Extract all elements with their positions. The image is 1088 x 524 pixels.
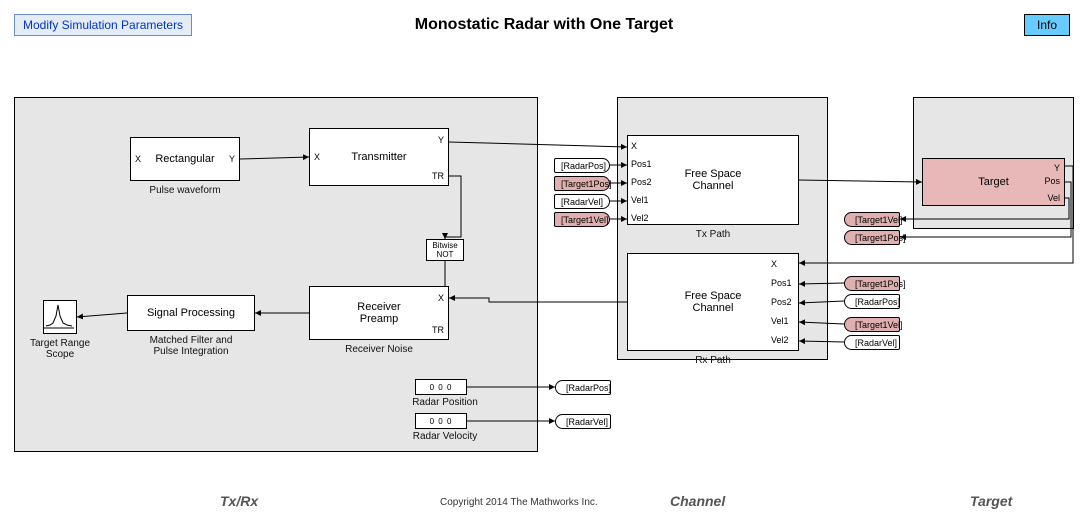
port-tr: TR: [432, 171, 444, 181]
port-y: Y: [229, 154, 235, 164]
port-pos1: Pos1: [631, 159, 652, 169]
tag-target1pos[interactable]: [Target1Pos]: [844, 230, 900, 245]
label-scope: Target Range Scope: [25, 338, 95, 360]
block-text: Transmitter: [351, 151, 406, 163]
block-signal-processing[interactable]: Signal Processing: [127, 295, 255, 331]
block-radar-velocity[interactable]: 0 0 0: [415, 413, 467, 429]
label-tx-path: Tx Path: [627, 229, 799, 240]
block-text: Receiver Preamp: [357, 301, 400, 325]
port-x: X: [631, 141, 637, 151]
tag-target1pos[interactable]: [Target1Pos]: [554, 176, 610, 191]
port-tr: TR: [432, 325, 444, 335]
label-radar-velocity: Radar Velocity: [405, 431, 485, 442]
label-rx-path: Rx Path: [627, 355, 799, 366]
block-transmitter[interactable]: X Transmitter Y TR: [309, 128, 449, 186]
tag-target1pos[interactable]: [Target1Pos]: [844, 276, 900, 291]
port-x: X: [314, 152, 320, 162]
tag-target1vel[interactable]: [Target1Vel]: [554, 212, 610, 227]
block-radar-position[interactable]: 0 0 0: [415, 379, 467, 395]
port-pos: Pos: [1044, 176, 1060, 186]
copyright-text: Copyright 2014 The Mathworks Inc.: [440, 497, 598, 508]
block-text: Rectangular: [155, 153, 214, 165]
tag-radarvel[interactable]: [RadarVel]: [554, 194, 610, 209]
block-bitwise-not[interactable]: Bitwise NOT: [426, 239, 464, 261]
label-radar-position: Radar Position: [405, 397, 485, 408]
tag-radarpos[interactable]: [RadarPos]: [555, 380, 611, 395]
port-vel1: Vel1: [771, 316, 789, 326]
region-label-target: Target: [970, 493, 1012, 509]
port-x: X: [135, 154, 141, 164]
port-vel: Vel: [1047, 193, 1060, 203]
port-x: X: [438, 293, 444, 303]
port-y: Y: [438, 135, 444, 145]
port-vel2: Vel2: [631, 213, 649, 223]
tag-radarpos[interactable]: [RadarPos]: [554, 158, 610, 173]
port-x: X: [771, 259, 777, 269]
port-pos2: Pos2: [771, 297, 792, 307]
block-receiver-preamp[interactable]: Receiver Preamp X TR: [309, 286, 449, 340]
block-text: Target: [978, 176, 1009, 188]
block-scope[interactable]: [43, 300, 77, 334]
block-text: Free Space Channel: [685, 290, 742, 314]
tag-radarvel[interactable]: [RadarVel]: [844, 335, 900, 350]
region-label-channel: Channel: [670, 493, 725, 509]
label-receiver-noise: Receiver Noise: [309, 344, 449, 355]
port-vel1: Vel1: [631, 195, 649, 205]
port-pos2: Pos2: [631, 177, 652, 187]
port-vel2: Vel2: [771, 335, 789, 345]
scope-icon: [44, 301, 74, 331]
block-pulse-waveform[interactable]: X Rectangular Y: [130, 137, 240, 181]
label-pulse-waveform: Pulse waveform: [130, 185, 240, 196]
tag-radarpos[interactable]: [RadarPos]: [844, 294, 900, 309]
block-tx-channel[interactable]: Free Space Channel: [627, 135, 799, 225]
region-label-txrx: Tx/Rx: [220, 493, 258, 509]
tag-target1vel[interactable]: [Target1Vel]: [844, 317, 900, 332]
tag-target1vel[interactable]: [Target1Vel]: [844, 212, 900, 227]
tag-radarvel[interactable]: [RadarVel]: [555, 414, 611, 429]
port-pos1: Pos1: [771, 278, 792, 288]
block-target[interactable]: Target Y Pos Vel: [922, 158, 1065, 206]
block-text: Free Space Channel: [685, 168, 742, 192]
block-text: Signal Processing: [147, 307, 235, 319]
label-signal-processing: Matched Filter and Pulse Integration: [127, 335, 255, 357]
port-y: Y: [1054, 163, 1060, 173]
connection-lines: [0, 0, 1088, 524]
